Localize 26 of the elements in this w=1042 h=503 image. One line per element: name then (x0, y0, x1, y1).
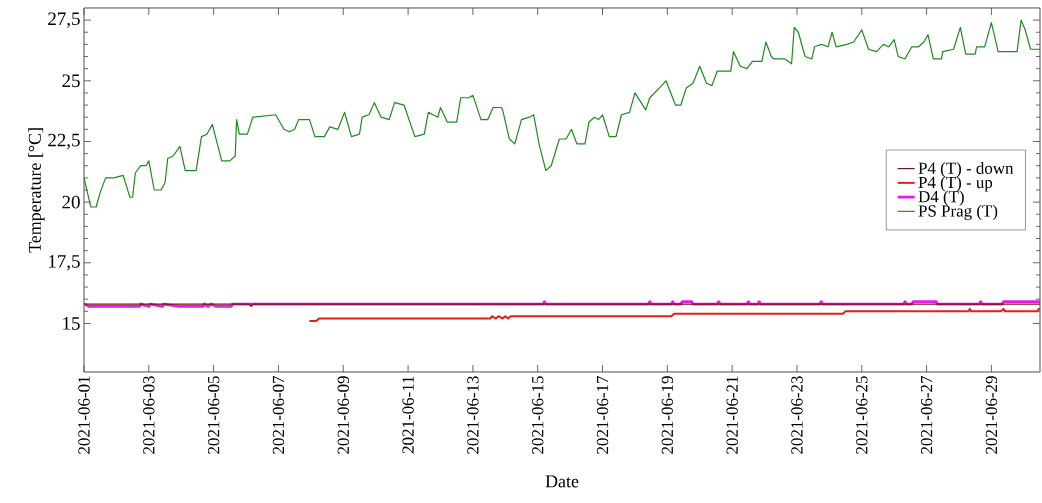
x-tick-label: 2021-06-29 (985, 376, 998, 454)
y-tick-label: 22,5 (48, 133, 80, 150)
y-tick-label: 17,5 (49, 255, 80, 271)
x-tick-label: 2021-06-21 (726, 376, 738, 454)
y-tick-label: 15 (63, 317, 80, 330)
x-tick-label: 2021-06-11 (402, 376, 414, 454)
x-tick-label: 2021-06-17 (596, 375, 609, 454)
x-tick-label: 2021-06-13 (467, 376, 479, 454)
x-tick-label: 2021-06-15 (531, 376, 544, 454)
x-tick-label: 2021-06-03 (143, 376, 155, 454)
x-tick-label: 2021-06-07 (272, 375, 285, 454)
legend-label: PS Prag (T) (918, 204, 998, 221)
legend-label: D4 (T) (918, 190, 964, 206)
x-tick-label: 2021-06-19 (661, 376, 674, 454)
x-tick-label: 2021-06-05 (207, 376, 220, 454)
y-tick-label: 27,5 (48, 12, 80, 28)
y-tick-label: 20 (62, 195, 80, 209)
x-tick-label: 2021-06-27 (920, 375, 933, 454)
legend-label: P4 (T) - up (918, 176, 993, 192)
x-axis-title: Date (545, 475, 579, 488)
x-tick-label: 2021-06-01 (78, 376, 90, 454)
y-tick-label: 25 (62, 74, 80, 88)
x-tick-label: 2021-06-25 (856, 376, 868, 454)
y-axis-title: Temperature [°C] (28, 128, 45, 253)
x-tick-label: 2021-06-09 (337, 376, 349, 454)
x-tick-label: 2021-06-23 (791, 376, 803, 454)
